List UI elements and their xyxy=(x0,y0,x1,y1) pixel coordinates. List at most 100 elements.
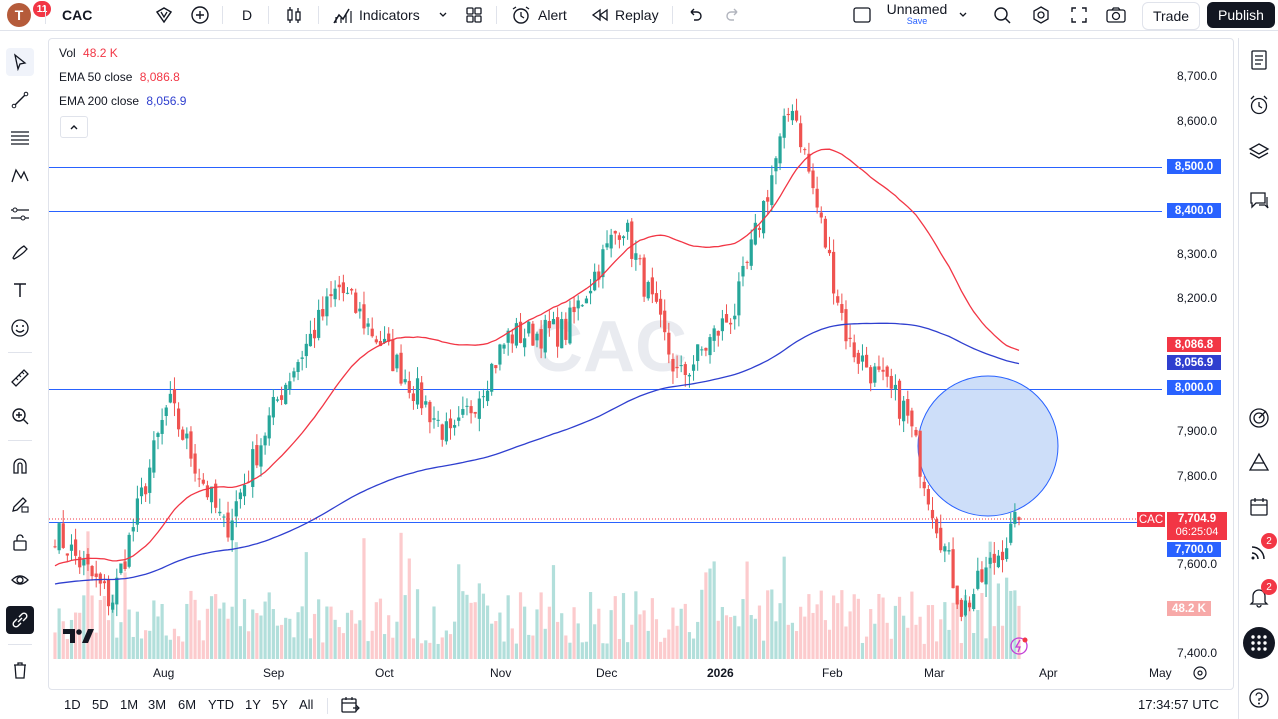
apps-grid-icon[interactable] xyxy=(1243,627,1275,659)
candle-body xyxy=(391,339,395,372)
candle-body xyxy=(288,381,292,390)
publish-button[interactable]: Publish xyxy=(1207,2,1275,28)
eye-icon[interactable] xyxy=(6,566,34,594)
symbol-search[interactable]: CAC xyxy=(62,7,93,23)
range-5y[interactable]: 5Y xyxy=(272,697,288,712)
quick-search-icon[interactable] xyxy=(992,0,1012,30)
emoji-icon[interactable] xyxy=(6,314,34,342)
alarm-clock-icon[interactable] xyxy=(1245,91,1273,119)
cursor-icon[interactable] xyxy=(6,48,34,76)
alert-button[interactable]: Alert xyxy=(510,0,567,30)
layout-save-label: Save xyxy=(906,16,928,26)
collapse-legend-button[interactable] xyxy=(60,116,88,138)
range-1d[interactable]: 1D xyxy=(64,697,81,712)
candle-body xyxy=(131,527,135,532)
volume-legend[interactable]: Vol 48.2 K xyxy=(59,46,118,60)
camera-icon[interactable] xyxy=(1105,0,1127,30)
trash-icon[interactable] xyxy=(6,656,34,684)
interval-selector[interactable]: D xyxy=(242,7,253,23)
layout-name-button[interactable]: Unnamed Save xyxy=(885,1,949,26)
candle-body xyxy=(510,334,514,344)
lightning-icon[interactable] xyxy=(1010,637,1028,655)
chevron-down-icon[interactable] xyxy=(438,0,448,30)
range-1m[interactable]: 1M xyxy=(120,697,139,712)
pyramid-icon[interactable] xyxy=(1245,448,1273,476)
range-ytd[interactable]: YTD xyxy=(208,697,234,712)
ideas-icon[interactable] xyxy=(154,0,174,30)
layout-checkbox[interactable] xyxy=(852,0,872,30)
link-icon[interactable] xyxy=(6,606,34,634)
feed-badge: 2 xyxy=(1261,533,1277,549)
candle-body xyxy=(444,421,448,442)
chat-icon[interactable] xyxy=(1245,186,1273,214)
range-1y[interactable]: 1Y xyxy=(245,697,261,712)
volume-bar xyxy=(197,620,201,659)
help-icon[interactable] xyxy=(1245,684,1273,712)
candle-body xyxy=(341,282,345,294)
pencil-lock-icon[interactable] xyxy=(6,490,34,518)
candle-body xyxy=(498,344,502,365)
settings-icon[interactable] xyxy=(1031,0,1051,30)
magnet-icon[interactable] xyxy=(6,452,34,480)
volume-bar xyxy=(675,625,679,659)
candle-body xyxy=(761,200,766,234)
time-tick: Apr xyxy=(1039,666,1058,680)
fullscreen-icon[interactable] xyxy=(1069,0,1089,30)
price-tick: 7,800.0 xyxy=(1176,469,1218,483)
level-8500-label[interactable]: 8,500.0 xyxy=(1167,159,1221,174)
indicators-label: Indicators xyxy=(359,7,420,23)
goto-date-icon[interactable] xyxy=(340,696,360,717)
axis-settings-icon[interactable] xyxy=(1193,666,1207,680)
redo-icon[interactable] xyxy=(724,0,742,30)
volume-bar xyxy=(663,637,667,659)
ema200-legend[interactable]: EMA 200 close 8,056.9 xyxy=(59,94,186,108)
candle-body xyxy=(284,384,288,405)
level-7700-label[interactable]: 7,700.0 xyxy=(1167,542,1221,557)
volume-bar xyxy=(654,619,659,659)
candle-body xyxy=(304,343,308,357)
calendar-icon[interactable] xyxy=(1245,493,1273,521)
trade-button[interactable]: Trade xyxy=(1142,2,1200,30)
layers-icon[interactable] xyxy=(1245,138,1273,166)
candles-icon[interactable] xyxy=(284,0,304,30)
trend-line-icon[interactable] xyxy=(6,86,34,114)
replay-button[interactable]: Replay xyxy=(590,0,659,30)
range-6m[interactable]: 6M xyxy=(178,697,197,712)
candle-body xyxy=(696,344,700,362)
ema50-legend[interactable]: EMA 50 close 8,086.8 xyxy=(59,70,180,84)
brush-icon[interactable] xyxy=(6,238,34,266)
range-5d[interactable]: 5D xyxy=(92,697,109,712)
level-8400-label[interactable]: 8,400.0 xyxy=(1167,203,1221,218)
indicators-button[interactable]: Indicators xyxy=(332,0,420,30)
candle-body xyxy=(683,364,687,375)
lock-icon[interactable] xyxy=(6,528,34,556)
zoom-icon[interactable] xyxy=(6,402,34,430)
user-avatar[interactable]: T 11 xyxy=(7,1,51,27)
price-chart[interactable]: CAC xyxy=(49,39,1233,689)
volume-bar xyxy=(329,606,333,659)
pattern-icon[interactable] xyxy=(6,162,34,190)
circle-drawing[interactable] xyxy=(917,375,1059,517)
news-feed-icon[interactable] xyxy=(1245,538,1273,566)
text-icon[interactable] xyxy=(6,276,34,304)
volume-bar xyxy=(827,629,832,659)
clock-utc[interactable]: 17:34:57 UTC xyxy=(1138,697,1219,712)
add-symbol-icon[interactable] xyxy=(190,0,210,30)
undo-icon[interactable] xyxy=(686,0,704,30)
chart-pane[interactable]: CAC Vol 48.2 K EMA 50 close 8,086.8 xyxy=(48,38,1234,690)
watchlist-icon[interactable] xyxy=(1245,46,1273,74)
level-8000-label[interactable]: 8,000.0 xyxy=(1167,380,1221,395)
candle-body xyxy=(634,253,638,260)
horizontal-lines[interactable] xyxy=(49,167,1162,523)
ruler-icon[interactable] xyxy=(6,364,34,392)
forecast-icon[interactable] xyxy=(6,200,34,228)
candle-body xyxy=(152,440,156,473)
templates-icon[interactable] xyxy=(464,0,484,30)
volume-bar xyxy=(724,615,729,659)
target-icon[interactable] xyxy=(1245,404,1273,432)
chevron-down-icon[interactable] xyxy=(958,0,968,30)
range-3m[interactable]: 3M xyxy=(148,697,167,712)
range-all[interactable]: All xyxy=(299,697,314,712)
fib-icon[interactable] xyxy=(6,124,34,152)
candle-body xyxy=(576,300,580,309)
